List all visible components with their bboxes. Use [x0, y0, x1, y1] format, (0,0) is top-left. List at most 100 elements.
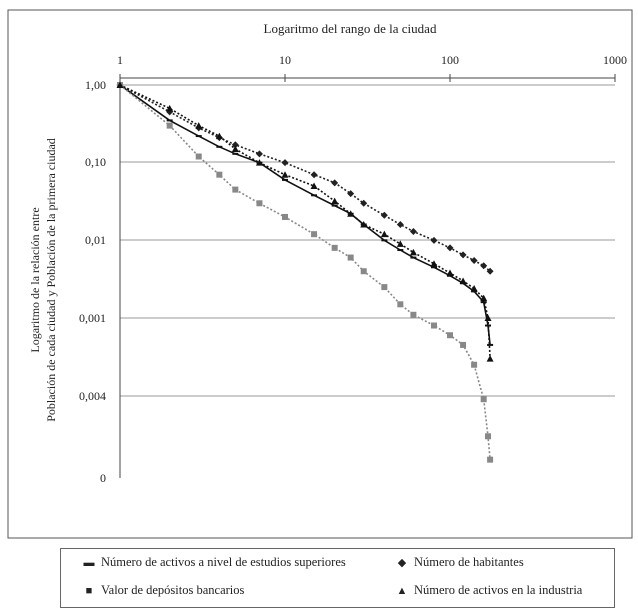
legend-label-habitantes: Número de habitantes: [414, 555, 524, 569]
data-point: [486, 267, 494, 275]
data-point: [397, 301, 404, 308]
data-point: [431, 322, 438, 329]
data-point: [409, 248, 417, 256]
legend-label-estudios: Número de activos a nivel de estudios su…: [101, 555, 346, 569]
data-point: [446, 269, 454, 276]
data-point: [480, 301, 487, 304]
data-point: [486, 355, 494, 362]
data-point: [484, 314, 492, 321]
triangle-marker-icon: ▲: [396, 584, 408, 597]
data-point: [331, 204, 338, 207]
data-point: [195, 135, 202, 138]
data-point: [195, 153, 202, 160]
y-tick-label: 0,001: [79, 311, 106, 325]
data-point: [231, 145, 239, 152]
legend-label-depositos: Valor de depósitos bancarios: [101, 583, 245, 597]
data-point: [381, 239, 388, 242]
data-point: [331, 244, 338, 251]
data-point: [310, 182, 318, 190]
data-point: [310, 171, 318, 179]
data-point: [409, 227, 417, 235]
data-point: [380, 211, 388, 219]
data-point: [447, 332, 453, 339]
data-point: [215, 132, 223, 140]
series-4: [116, 81, 494, 362]
data-point: [331, 179, 339, 187]
data-point: [195, 122, 203, 129]
data-point: [446, 244, 454, 252]
data-point: [410, 256, 417, 259]
data-point: [166, 119, 173, 122]
data-point: [431, 266, 438, 269]
diamond-marker-icon: ◆: [397, 557, 407, 569]
y-tick-label: 0,004: [79, 389, 106, 403]
data-point: [487, 343, 494, 346]
data-point: [381, 284, 388, 291]
data-point: [255, 159, 263, 166]
data-point: [311, 231, 318, 238]
data-point: [470, 256, 478, 264]
dash-marker-icon: ▬: [83, 556, 95, 569]
x-tick-label: 100: [441, 53, 459, 67]
legend: ▬ Número de activos a nivel de estudios …: [60, 548, 615, 608]
data-point: [485, 324, 492, 327]
x-tick-label: 1: [117, 53, 123, 67]
data-point: [410, 311, 417, 318]
data-point: [255, 150, 263, 158]
data-point: [480, 396, 487, 403]
data-point: [485, 433, 492, 440]
data-point: [480, 294, 488, 302]
data-point: [459, 251, 467, 259]
y-axis-label: Logaritmo de la relación entre Población…: [28, 138, 58, 422]
data-point: [256, 200, 263, 207]
x-tick-label: 1000: [603, 53, 627, 67]
data-point: [216, 145, 223, 148]
data-point: [487, 456, 494, 463]
chart-svg: Logaritmo del rango de la ciudad Logarit…: [7, 9, 633, 539]
legend-item-depositos: ■ Valor de depósitos bancarios: [83, 583, 245, 598]
data-point: [281, 159, 289, 167]
data-point: [347, 190, 355, 198]
data-point: [166, 104, 174, 112]
legend-label-industria: Número de activos en la industria: [414, 583, 583, 597]
legend-item-habitantes: ◆ Número de habitantes: [396, 555, 524, 570]
data-point: [480, 262, 488, 270]
data-point: [397, 249, 404, 252]
data-point: [459, 277, 467, 284]
data-point: [232, 186, 239, 193]
data-point: [347, 254, 354, 261]
data-point: [166, 122, 173, 129]
square-marker-icon: ■: [85, 584, 93, 597]
y-tick-label: 0,01: [85, 233, 106, 247]
data-point: [231, 141, 239, 149]
data-point: [380, 230, 388, 238]
data-point: [282, 213, 288, 220]
y-tick-label: 0,10: [85, 155, 106, 169]
y-tick-label: 0: [100, 471, 106, 485]
data-point: [282, 178, 288, 181]
x-axis-label: Logaritmo del rango de la ciudad: [264, 21, 437, 36]
data-point: [430, 236, 438, 244]
x-tick-label: 10: [279, 53, 291, 67]
data-point: [216, 171, 223, 178]
data-point: [281, 171, 289, 178]
data-point: [360, 199, 368, 207]
figure-frame: [7, 9, 633, 539]
series-line: [119, 84, 491, 359]
data-point: [471, 361, 478, 368]
data-point: [396, 240, 404, 247]
y-tick-label: 1,00: [85, 78, 106, 92]
data-point: [470, 284, 478, 292]
data-point: [347, 210, 355, 217]
data-point: [430, 260, 438, 267]
y-axis-label-line-1: Logaritmo de la relación entre: [28, 207, 42, 352]
data-point: [116, 81, 124, 88]
data-point: [360, 268, 367, 275]
legend-item-industria: ▲ Número de activos en la industria: [396, 583, 583, 598]
data-point: [232, 152, 239, 155]
y-axis-label-line-2: Población de cada ciudad y Población de …: [44, 138, 58, 422]
data-point: [311, 194, 318, 197]
legend-item-estudios: ▬ Número de activos a nivel de estudios …: [83, 555, 346, 570]
data-point: [331, 197, 339, 205]
